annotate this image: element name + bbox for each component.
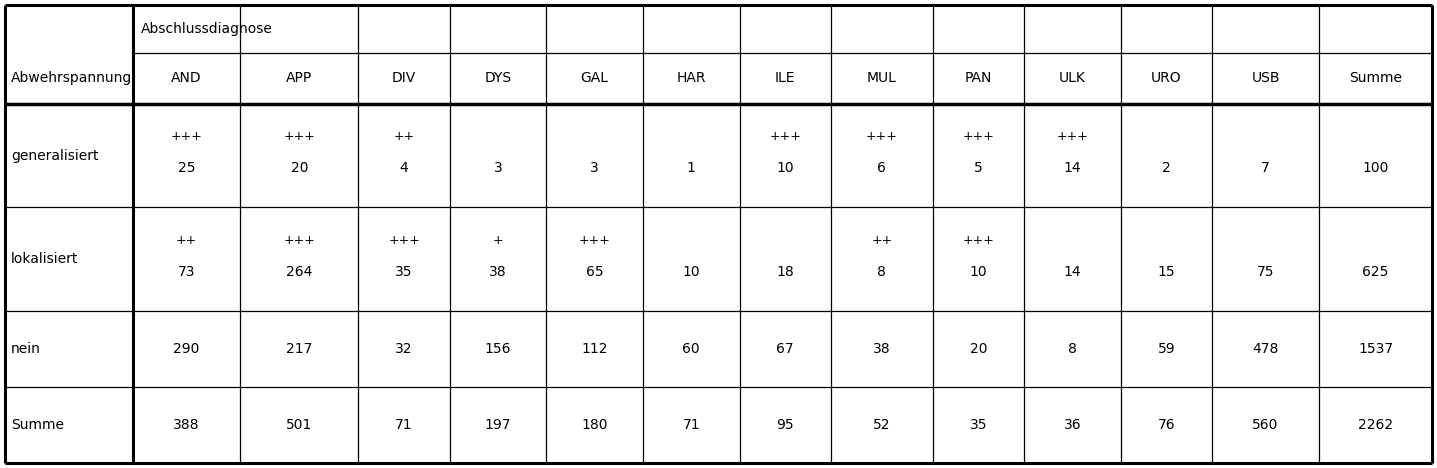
Text: +++: +++ <box>388 234 420 247</box>
Text: 60: 60 <box>683 342 700 356</box>
Text: 14: 14 <box>1063 265 1081 279</box>
Text: 217: 217 <box>286 342 313 356</box>
Text: +++: +++ <box>283 234 315 247</box>
Text: 1: 1 <box>687 161 696 175</box>
Text: 7: 7 <box>1262 161 1270 175</box>
Text: Abschlussdiagnose: Abschlussdiagnose <box>141 22 273 36</box>
Text: generalisiert: generalisiert <box>11 148 99 162</box>
Text: ++: ++ <box>177 234 197 247</box>
Text: 10: 10 <box>683 265 700 279</box>
Text: nein: nein <box>11 342 40 356</box>
Text: 3: 3 <box>494 161 503 175</box>
Text: 388: 388 <box>174 418 200 432</box>
Text: Abwehrspannung: Abwehrspannung <box>11 72 132 85</box>
Text: 36: 36 <box>1063 418 1081 432</box>
Text: Summe: Summe <box>1349 72 1403 85</box>
Text: 76: 76 <box>1157 418 1175 432</box>
Text: ILE: ILE <box>775 72 796 85</box>
Text: 8: 8 <box>878 265 887 279</box>
Text: 10: 10 <box>970 265 987 279</box>
Text: 35: 35 <box>970 418 987 432</box>
Text: AND: AND <box>171 72 203 85</box>
Text: 197: 197 <box>484 418 512 432</box>
Text: 25: 25 <box>178 161 195 175</box>
Text: USB: USB <box>1252 72 1280 85</box>
Text: APP: APP <box>286 72 312 85</box>
Text: 73: 73 <box>178 265 195 279</box>
Text: +: + <box>493 234 503 247</box>
Text: +++: +++ <box>963 234 994 247</box>
Text: 625: 625 <box>1362 265 1388 279</box>
Text: 95: 95 <box>776 418 795 432</box>
Text: 20: 20 <box>290 161 308 175</box>
Text: 38: 38 <box>874 342 891 356</box>
Text: 264: 264 <box>286 265 313 279</box>
Text: 100: 100 <box>1362 161 1388 175</box>
Text: 478: 478 <box>1253 342 1279 356</box>
Text: 71: 71 <box>683 418 700 432</box>
Text: GAL: GAL <box>581 72 609 85</box>
Text: ULK: ULK <box>1059 72 1086 85</box>
Text: lokalisiert: lokalisiert <box>11 252 79 266</box>
Text: +++: +++ <box>867 131 898 143</box>
Text: +++: +++ <box>963 131 994 143</box>
Text: 8: 8 <box>1068 342 1076 356</box>
Text: 20: 20 <box>970 342 987 356</box>
Text: +++: +++ <box>171 131 203 143</box>
Text: +++: +++ <box>283 131 315 143</box>
Text: 71: 71 <box>395 418 412 432</box>
Text: 18: 18 <box>776 265 795 279</box>
Text: 75: 75 <box>1257 265 1275 279</box>
Text: URO: URO <box>1151 72 1181 85</box>
Text: +++: +++ <box>1056 131 1088 143</box>
Text: 65: 65 <box>586 265 604 279</box>
Text: MUL: MUL <box>867 72 897 85</box>
Text: 180: 180 <box>582 418 608 432</box>
Text: 4: 4 <box>399 161 408 175</box>
Text: 6: 6 <box>878 161 887 175</box>
Text: 156: 156 <box>484 342 512 356</box>
Text: +++: +++ <box>769 131 800 143</box>
Text: ++: ++ <box>394 131 415 143</box>
Text: 2262: 2262 <box>1358 418 1394 432</box>
Text: 52: 52 <box>874 418 891 432</box>
Text: 14: 14 <box>1063 161 1081 175</box>
Text: 32: 32 <box>395 342 412 356</box>
Text: 112: 112 <box>582 342 608 356</box>
Text: PAN: PAN <box>964 72 992 85</box>
Text: Summe: Summe <box>11 418 65 432</box>
Text: DIV: DIV <box>392 72 417 85</box>
Text: +++: +++ <box>579 234 611 247</box>
Text: ++: ++ <box>871 234 892 247</box>
Text: 67: 67 <box>776 342 795 356</box>
Text: 59: 59 <box>1157 342 1175 356</box>
Text: DYS: DYS <box>484 72 512 85</box>
Text: 501: 501 <box>286 418 313 432</box>
Text: HAR: HAR <box>677 72 706 85</box>
Text: 38: 38 <box>489 265 507 279</box>
Text: 3: 3 <box>591 161 599 175</box>
Text: 560: 560 <box>1253 418 1279 432</box>
Text: 5: 5 <box>974 161 983 175</box>
Text: 290: 290 <box>174 342 200 356</box>
Text: 1537: 1537 <box>1358 342 1394 356</box>
Text: 2: 2 <box>1163 161 1171 175</box>
Text: 15: 15 <box>1157 265 1175 279</box>
Text: 35: 35 <box>395 265 412 279</box>
Text: 10: 10 <box>776 161 795 175</box>
